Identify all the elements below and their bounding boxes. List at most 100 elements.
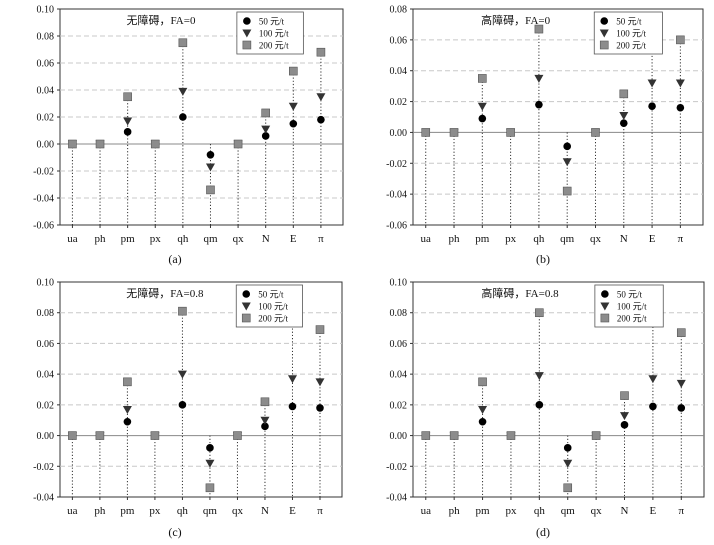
legend-marker-triangle: [600, 302, 610, 311]
legend-label: 50 元/t: [616, 17, 642, 27]
data-point-square: [478, 74, 487, 83]
x-tick-label: px: [149, 505, 161, 517]
data-point-square: [178, 38, 188, 48]
y-tick-label: 0.04: [37, 370, 55, 381]
data-point-circle: [123, 417, 132, 426]
data-point-square: [562, 186, 572, 196]
data-point-triangle: [316, 93, 326, 102]
data-point-triangle: [315, 378, 325, 387]
y-tick-label: 0.04: [390, 66, 408, 77]
data-point-triangle: [563, 459, 573, 468]
data-point-square: [123, 377, 132, 387]
panel-caption: (b): [536, 252, 550, 266]
data-point-triangle: [675, 79, 685, 88]
data-point-triangle: [122, 405, 132, 414]
legend-label: 200 元/t: [258, 314, 288, 324]
data-point-square: [260, 397, 270, 407]
data-point-circle: [563, 142, 571, 151]
y-tick-label: -0.04: [386, 190, 407, 201]
legend-label: 200 元/t: [617, 314, 647, 324]
x-tick-label: qx: [591, 505, 603, 517]
x-tick-label: qh: [533, 233, 545, 245]
y-tick-label: 0.04: [390, 370, 408, 381]
y-tick-label: 0.10: [37, 5, 55, 16]
data-point-triangle: [534, 372, 544, 381]
panel-caption: (d): [536, 525, 550, 539]
x-tick-label: ph: [94, 505, 106, 517]
x-tick-label: ua: [421, 233, 432, 245]
data-point-circle: [648, 102, 656, 110]
y-tick-label: 0.06: [390, 339, 408, 350]
data-point-square: [123, 92, 132, 102]
x-tick-label: qh: [534, 505, 546, 517]
data-point-triangle: [562, 158, 572, 167]
y-tick-label: -0.02: [386, 159, 407, 170]
x-tick-label: qm: [560, 233, 575, 245]
legend-marker-square: [241, 313, 251, 323]
y-tick-label: 0.10: [390, 278, 408, 289]
data-point-triangle: [534, 74, 544, 83]
y-tick-label: 0.08: [37, 32, 55, 43]
x-tick-label: qm: [561, 505, 576, 517]
data-point-triangle: [647, 79, 657, 88]
data-point-circle: [563, 444, 572, 452]
x-tick-label: N: [620, 233, 628, 245]
legend-marker-circle: [600, 17, 609, 25]
data-point-circle: [316, 404, 324, 412]
x-tick-label: qh: [177, 505, 189, 517]
x-tick-label: qh: [177, 233, 189, 245]
data-point-triangle: [478, 405, 488, 414]
x-tick-label: E: [290, 233, 297, 245]
x-tick-label: π: [318, 233, 324, 245]
legend-marker-square: [599, 40, 609, 50]
legend-label: 200 元/t: [259, 41, 289, 51]
legend-label: 100 元/t: [616, 29, 646, 39]
data-point-square: [289, 66, 298, 76]
y-tick-label: 0.00: [37, 431, 55, 442]
data-point-square: [620, 391, 629, 400]
data-point-square: [95, 139, 105, 149]
data-point-square: [316, 47, 326, 57]
legend-marker-triangle: [241, 302, 251, 311]
y-tick-label: -0.06: [386, 221, 407, 232]
data-point-square: [233, 139, 243, 149]
data-point-triangle: [619, 111, 629, 120]
legend-marker-triangle: [242, 29, 252, 38]
x-tick-label: ua: [67, 505, 78, 517]
data-point-square: [676, 35, 685, 45]
data-point-circle: [620, 421, 629, 429]
data-point-triangle: [648, 375, 658, 384]
data-point-triangle: [205, 163, 215, 172]
legend-label: 50 元/t: [258, 290, 284, 300]
chart-panel-b: 0.08 0.06 0.04 0.02 0.00 -0.02 -0.04 -0.06 ua ph p…: [386, 5, 704, 266]
y-tick-label: 0.02: [390, 400, 408, 411]
data-point-circle: [619, 119, 628, 127]
x-tick-label: pm: [475, 233, 490, 245]
x-tick-label: π: [679, 505, 685, 517]
chart-panel-d: 0.10 0.08 0.06 0.04 0.02 0.00 -0.02 -0.04 ua ph pm…: [386, 278, 705, 539]
data-point-square: [535, 308, 544, 318]
data-point-square: [421, 128, 431, 137]
plot-frame: [412, 281, 705, 498]
y-tick-label: 0.02: [390, 97, 408, 108]
plot-frame: [412, 8, 704, 226]
y-tick-label: -0.02: [386, 462, 407, 473]
legend-marker-square: [600, 313, 610, 323]
data-point-circle: [535, 100, 543, 109]
x-tick-label: N: [261, 505, 269, 517]
x-tick-label: qx: [233, 233, 245, 245]
data-point-circle: [288, 402, 297, 411]
data-point-triangle: [123, 117, 133, 126]
data-point-triangle: [676, 379, 686, 388]
legend-label: 50 元/t: [617, 290, 643, 300]
data-point-triangle: [177, 370, 187, 379]
panel-caption: (a): [168, 252, 181, 266]
legend-marker-circle: [243, 17, 251, 25]
data-point-circle: [261, 422, 269, 431]
chart-panel-a: 0.10 0.08 0.06 0.04 0.02 0.00 -0.02 -0.04 -0.06 u…: [33, 5, 344, 266]
x-tick-label: px: [505, 505, 517, 517]
x-tick-label: pm: [121, 233, 136, 245]
data-point-circle: [261, 132, 270, 140]
data-point-circle: [178, 401, 187, 409]
